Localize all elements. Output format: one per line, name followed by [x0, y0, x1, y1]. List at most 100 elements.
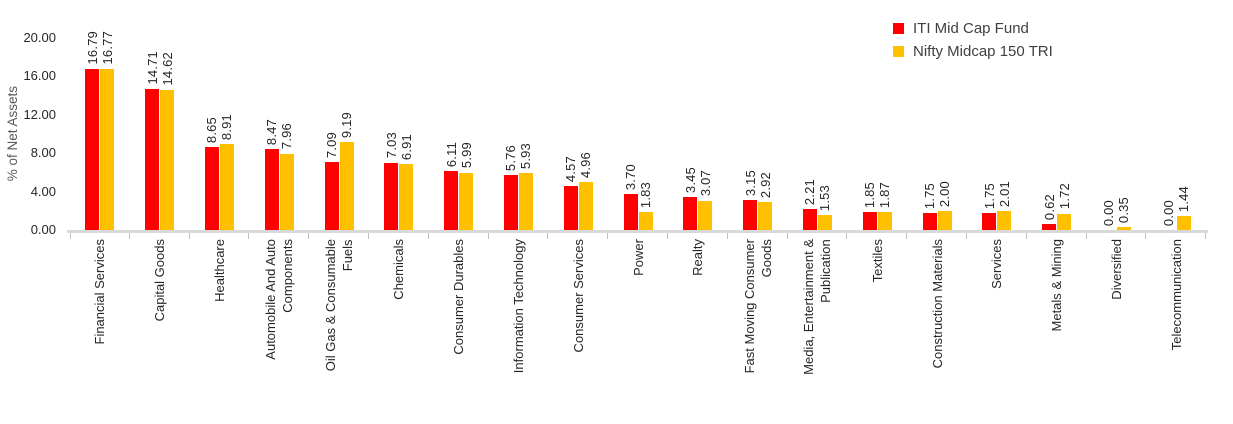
- y-tick-label: 12.00: [23, 106, 56, 122]
- x-axis-label-text: Fast Moving Consumer Goods: [741, 239, 774, 374]
- category-group-textiles: 1.85 1.87 Textiles: [847, 38, 908, 414]
- value-label: 6.91: [398, 133, 414, 160]
- bar-column-nifty-midcap-150-tri: 1.72: [1057, 38, 1072, 230]
- value-label: 5.99: [458, 142, 474, 169]
- category-group-construction-materials: 1.75 2.00 Construction Materials: [907, 38, 967, 414]
- bar-pair: 5.76 5.93: [503, 38, 533, 230]
- value-label: 2.00: [937, 180, 953, 207]
- axis-tick-mark: [965, 233, 967, 239]
- axis-tick-mark: [846, 233, 848, 239]
- category-group-consumer-durables: 6.11 5.99 Consumer Durables: [429, 38, 489, 414]
- x-axis-label-text: Media, Entertainment & Publication: [801, 239, 834, 375]
- axis-tick-mark: [666, 233, 668, 239]
- value-label: 2.01: [996, 180, 1012, 207]
- value-label: 1.85: [862, 182, 878, 209]
- x-axis-label-text: Automobile And Auto Components: [263, 239, 296, 360]
- legend-item-iti-mid-cap-fund: ITI Mid Cap Fund: [893, 20, 1053, 37]
- bar-pair: 1.85 1.87: [862, 38, 892, 230]
- category-group-capital-goods: 14.71 14.62 Capital Goods: [130, 38, 190, 414]
- x-axis-label-text: Textiles: [869, 239, 885, 283]
- bar-column-nifty-midcap-150-tri: 1.44: [1176, 38, 1191, 230]
- value-label: 16.77: [99, 31, 115, 66]
- axis-tick-mark: [188, 233, 190, 239]
- value-label: 0.35: [1116, 196, 1132, 223]
- bar-iti-mid-cap-fund: [85, 68, 100, 230]
- bar-pair: 14.71 14.62: [145, 38, 175, 230]
- value-label: 1.87: [877, 181, 893, 209]
- bar-column-iti-mid-cap-fund: 6.11: [444, 38, 459, 230]
- x-axis-label-text: Consumer Services: [570, 239, 586, 353]
- bar-nifty-midcap-150-tri: [1176, 216, 1191, 230]
- value-label: 3.70: [623, 164, 639, 191]
- x-axis-label-text: Chemicals: [391, 239, 407, 300]
- bar-column-iti-mid-cap-fund: 5.76: [503, 38, 518, 230]
- value-label: 14.62: [159, 52, 175, 86]
- x-axis-label: Media, Entertainment & Publication: [800, 230, 834, 414]
- x-axis-label: Chemicals: [390, 230, 407, 414]
- bar-pair: 8.47 7.96: [264, 38, 294, 230]
- value-label: 1.53: [817, 185, 833, 212]
- axis-tick-mark: [487, 233, 489, 239]
- bar-column-iti-mid-cap-fund: 0.00: [1161, 38, 1176, 230]
- y-axis-ticks: 0.00 4.00 8.00 12.00 16.00 20.00: [0, 0, 56, 424]
- bar-pair: 3.45 3.07: [683, 38, 713, 230]
- axis-tick-mark: [128, 233, 130, 239]
- category-group-financial-services: 16.79 16.77 Financial Services: [70, 31, 130, 414]
- x-axis-label: Capital Goods: [151, 230, 168, 414]
- bar-iti-mid-cap-fund: [384, 162, 399, 230]
- legend-swatch-gold-icon: [893, 46, 904, 57]
- legend-swatch-red-icon: [893, 23, 904, 34]
- bar-pair: 0.00 1.44: [1161, 38, 1191, 230]
- category-group-chemicals: 7.03 6.91 Chemicals: [369, 38, 429, 414]
- category-group-power: 3.70 1.83 Power: [608, 38, 668, 414]
- bar-column-nifty-midcap-150-tri: 0.35: [1116, 38, 1131, 230]
- axis-tick-mark: [367, 233, 369, 239]
- category-group-information-technology: 5.76 5.93 Information Technology: [489, 38, 549, 414]
- bar-pair: 7.09 9.19: [324, 38, 354, 230]
- bar-column-iti-mid-cap-fund: 3.15: [743, 38, 758, 230]
- x-axis-label-text: Construction Materials: [929, 239, 945, 369]
- bar-pair: 7.03 6.91: [384, 38, 414, 230]
- bar-column-iti-mid-cap-fund: 8.47: [264, 38, 279, 230]
- bar-nifty-midcap-150-tri: [877, 212, 892, 230]
- axis-tick-mark: [1145, 233, 1147, 239]
- bar-iti-mid-cap-fund: [145, 88, 160, 230]
- bar-iti-mid-cap-fund: [683, 196, 698, 230]
- bar-pair: 0.00 0.35: [1101, 38, 1131, 230]
- bar-iti-mid-cap-fund: [503, 174, 518, 230]
- y-tick-label: 0.00: [30, 222, 56, 237]
- category-group-oil-gas-consumable: 7.09 9.19 Oil Gas & Consumable Fuels: [309, 38, 369, 414]
- legend-item-nifty-midcap-150-tri: Nifty Midcap 150 TRI: [893, 43, 1053, 60]
- axis-tick-mark: [906, 233, 908, 239]
- category-group-healthcare: 8.65 8.91 Healthcare: [190, 38, 250, 414]
- x-axis-label-text: Information Technology: [510, 239, 526, 374]
- bar-column-nifty-midcap-150-tri: 14.62: [160, 38, 175, 230]
- bar-iti-mid-cap-fund: [1042, 224, 1057, 230]
- y-tick-label: 20.00: [23, 30, 56, 45]
- category-group-telecommunication: 0.00 1.44 Telecommunication: [1146, 38, 1207, 414]
- plot-area: 16.79 16.77 Financial Services 14.71 14.62 Ca…: [70, 31, 1207, 414]
- bar-column-nifty-midcap-150-tri: 2.92: [758, 38, 773, 230]
- bar-column-iti-mid-cap-fund: 8.65: [204, 38, 219, 230]
- bar-column-nifty-midcap-150-tri: 9.19: [339, 38, 354, 230]
- bar-nifty-midcap-150-tri: [279, 153, 294, 230]
- y-tick-label: 16.00: [23, 68, 56, 84]
- x-axis-label: Fast Moving Consumer Goods: [741, 230, 775, 414]
- x-axis-label: Power: [630, 230, 647, 414]
- bar-nifty-midcap-150-tri: [997, 210, 1012, 230]
- category-group-media-entertainment: 2.21 1.53 Media, Entertainment & Publicati…: [788, 38, 848, 414]
- bar-column-nifty-midcap-150-tri: 6.91: [399, 38, 414, 230]
- x-axis-label: Telecommunication: [1168, 230, 1185, 414]
- value-label: 16.79: [84, 31, 100, 65]
- bar-column-nifty-midcap-150-tri: 16.77: [100, 31, 115, 230]
- x-axis-label-text: Realty: [690, 239, 706, 276]
- y-tick-label: 8.00: [30, 145, 56, 161]
- bar-column-iti-mid-cap-fund: 4.57: [563, 38, 578, 230]
- legend-label: Nifty Midcap 150 TRI: [913, 43, 1053, 60]
- x-axis-label: Healthcare: [211, 230, 228, 414]
- bar-pair: 4.57 4.96: [563, 38, 593, 230]
- bar-nifty-midcap-150-tri: [758, 201, 773, 230]
- bar-pair: 16.79 16.77: [85, 31, 115, 230]
- bar-iti-mid-cap-fund: [264, 148, 279, 230]
- bar-iti-mid-cap-fund: [324, 161, 339, 230]
